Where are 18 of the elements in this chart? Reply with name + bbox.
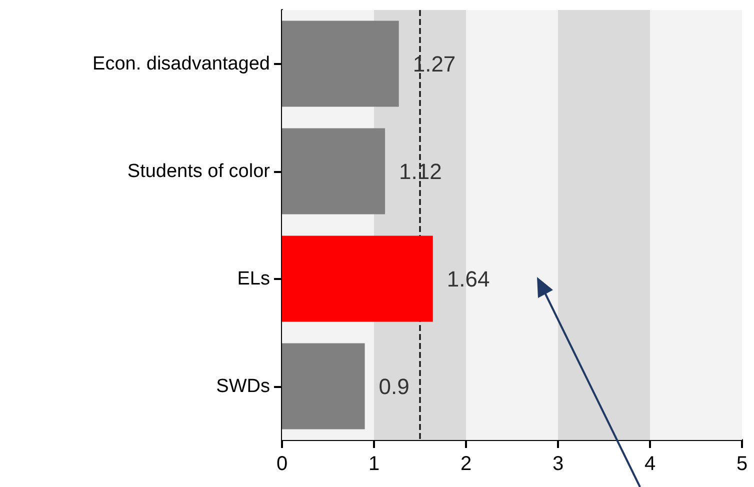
x-tick-label: 5 bbox=[736, 453, 748, 475]
y-tick-label: Students of color bbox=[127, 160, 271, 182]
bar bbox=[282, 20, 399, 107]
bar bbox=[282, 236, 433, 322]
bar bbox=[282, 128, 386, 214]
x-tick-label: 2 bbox=[460, 453, 472, 475]
x-tick-label: 4 bbox=[644, 453, 656, 475]
data-label: 1.64 bbox=[446, 266, 490, 292]
y-tick-label: SWDs bbox=[216, 376, 270, 397]
data-label: 1.12 bbox=[399, 158, 442, 184]
data-label: 1.27 bbox=[412, 51, 456, 76]
x-tick-label: 1 bbox=[368, 453, 380, 475]
data-label: 0.9 bbox=[378, 374, 410, 399]
y-tick-label: Econ. disadvantaged bbox=[92, 53, 270, 74]
y-tick-label: ELs bbox=[237, 268, 270, 290]
x-tick-label: 0 bbox=[276, 453, 288, 475]
x-tick-label: 3 bbox=[552, 453, 564, 475]
bar bbox=[282, 343, 365, 430]
